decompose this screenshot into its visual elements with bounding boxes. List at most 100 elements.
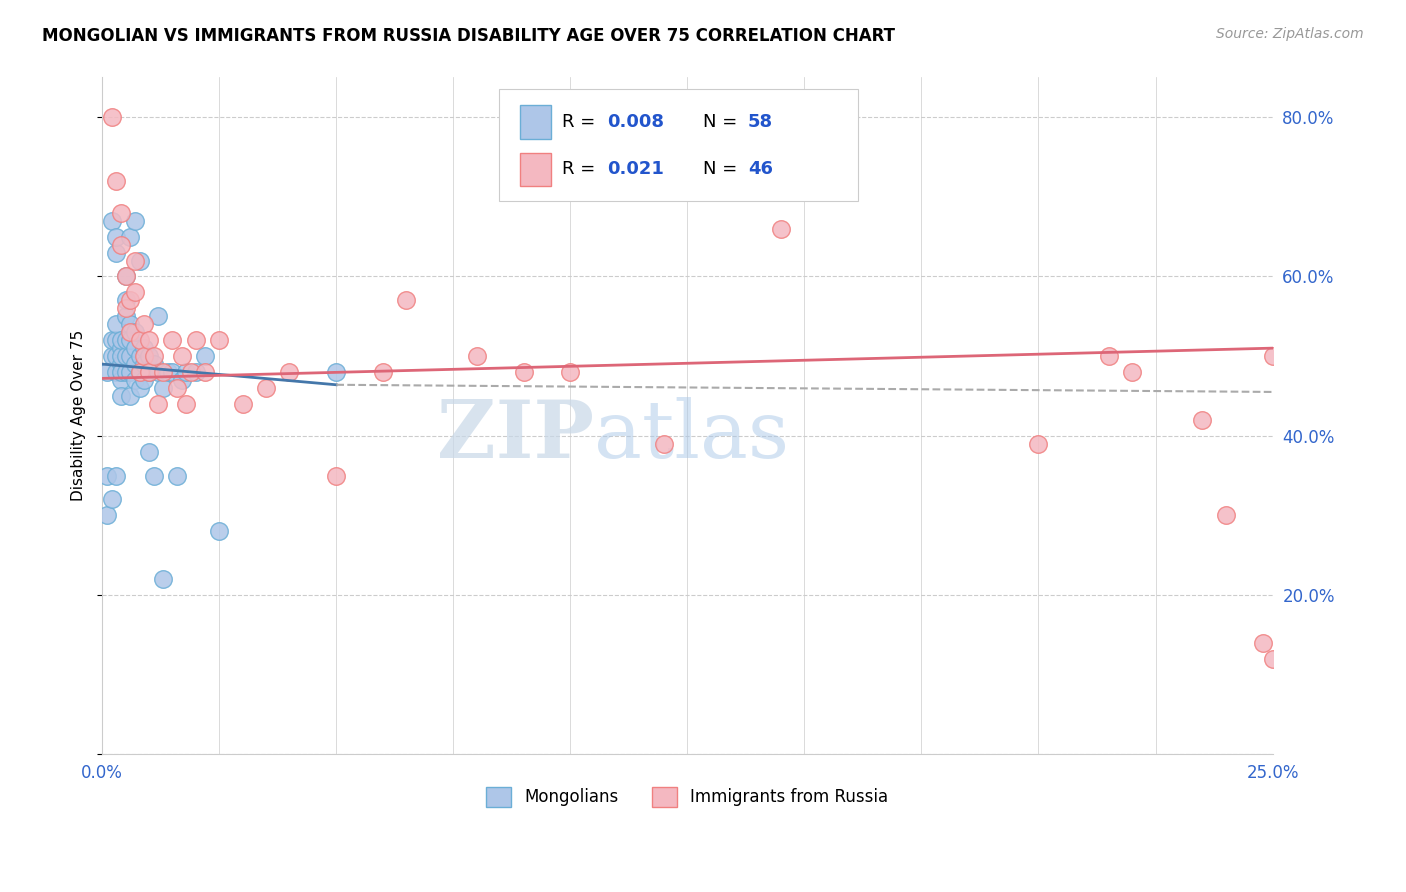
Point xyxy=(124,341,146,355)
Point xyxy=(325,468,347,483)
Point xyxy=(105,365,128,379)
Point xyxy=(652,436,675,450)
Point xyxy=(120,293,142,308)
Point xyxy=(100,110,122,124)
Point xyxy=(114,301,136,316)
Point xyxy=(100,333,122,347)
Point xyxy=(110,357,132,371)
Point xyxy=(194,365,217,379)
Point xyxy=(180,365,202,379)
Point xyxy=(120,365,142,379)
Point xyxy=(1028,436,1050,450)
Point xyxy=(769,221,792,235)
Point xyxy=(96,508,118,523)
Point xyxy=(96,365,118,379)
Point xyxy=(134,349,156,363)
Point xyxy=(1121,365,1143,379)
Point xyxy=(166,381,188,395)
Point xyxy=(1215,508,1237,523)
Point xyxy=(148,310,170,324)
Point xyxy=(138,444,160,458)
Text: N =: N = xyxy=(703,161,742,178)
Text: Source: ZipAtlas.com: Source: ZipAtlas.com xyxy=(1216,27,1364,41)
Point xyxy=(120,349,142,363)
Point xyxy=(325,365,347,379)
Point xyxy=(120,325,142,339)
Point xyxy=(371,365,394,379)
Point xyxy=(148,397,170,411)
Point xyxy=(134,341,156,355)
Point xyxy=(128,381,150,395)
Point xyxy=(166,468,188,483)
Point xyxy=(124,213,146,227)
Point xyxy=(105,318,128,332)
Point xyxy=(152,365,174,379)
Point xyxy=(124,357,146,371)
Point xyxy=(110,237,132,252)
Point xyxy=(1191,413,1213,427)
Point xyxy=(110,341,132,355)
Point xyxy=(114,269,136,284)
Point xyxy=(148,365,170,379)
Point xyxy=(110,373,132,387)
Point xyxy=(194,349,217,363)
Point xyxy=(134,373,156,387)
Text: R =: R = xyxy=(562,161,602,178)
Point xyxy=(138,365,160,379)
Point xyxy=(134,318,156,332)
Point xyxy=(560,365,582,379)
Point xyxy=(184,365,207,379)
Point xyxy=(128,365,150,379)
Point xyxy=(278,365,301,379)
Point xyxy=(128,253,150,268)
Point xyxy=(142,349,165,363)
Point xyxy=(105,174,128,188)
Point xyxy=(120,333,142,347)
Point xyxy=(105,468,128,483)
Text: R =: R = xyxy=(562,113,602,131)
Point xyxy=(128,333,150,347)
Point xyxy=(96,468,118,483)
Point xyxy=(120,229,142,244)
Point xyxy=(114,349,136,363)
Point xyxy=(254,381,277,395)
Point xyxy=(114,365,136,379)
Legend: Mongolians, Immigrants from Russia: Mongolians, Immigrants from Russia xyxy=(479,780,896,814)
Point xyxy=(114,333,136,347)
Text: ZIP: ZIP xyxy=(437,397,593,475)
Point xyxy=(100,349,122,363)
Point xyxy=(465,349,488,363)
Point xyxy=(152,381,174,395)
Point xyxy=(100,492,122,507)
Y-axis label: Disability Age Over 75: Disability Age Over 75 xyxy=(72,330,86,501)
Point xyxy=(124,373,146,387)
Text: MONGOLIAN VS IMMIGRANTS FROM RUSSIA DISABILITY AGE OVER 75 CORRELATION CHART: MONGOLIAN VS IMMIGRANTS FROM RUSSIA DISA… xyxy=(42,27,896,45)
Point xyxy=(208,333,231,347)
Point xyxy=(162,365,184,379)
Point xyxy=(128,365,150,379)
Point xyxy=(105,349,128,363)
Point xyxy=(124,325,146,339)
Text: 0.021: 0.021 xyxy=(607,161,664,178)
Point xyxy=(105,333,128,347)
Point xyxy=(110,349,132,363)
Point xyxy=(120,318,142,332)
Point xyxy=(1261,349,1284,363)
Point xyxy=(138,349,160,363)
Point xyxy=(114,310,136,324)
Point xyxy=(138,333,160,347)
Point xyxy=(1261,651,1284,665)
Point xyxy=(176,397,198,411)
Point xyxy=(170,373,193,387)
Point xyxy=(152,572,174,586)
Point xyxy=(120,389,142,403)
Point xyxy=(142,468,165,483)
Point xyxy=(162,333,184,347)
Point xyxy=(100,213,122,227)
Point xyxy=(110,206,132,220)
Point xyxy=(124,253,146,268)
Point xyxy=(134,357,156,371)
Point xyxy=(124,285,146,300)
Point xyxy=(184,333,207,347)
Point xyxy=(512,365,534,379)
